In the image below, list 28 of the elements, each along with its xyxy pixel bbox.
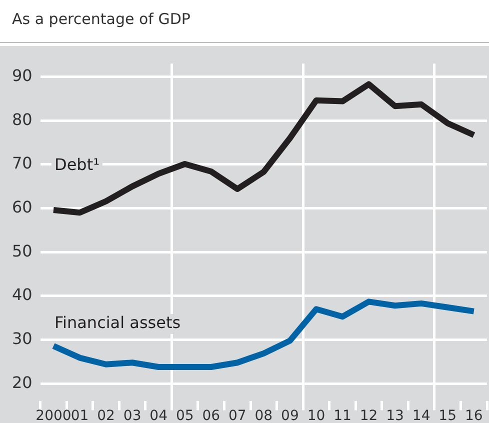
x-tick-label: 04 [150, 408, 168, 423]
x-tick-label: 01 [70, 408, 89, 423]
x-tick-label: 14 [412, 408, 430, 423]
y-tick-label: 60 [12, 197, 32, 216]
x-tick-label: 2000 [36, 408, 72, 423]
x-tick-label: 05 [176, 408, 194, 423]
x-tick-label: 11 [334, 408, 352, 423]
y-tick-label: 20 [12, 372, 32, 392]
y-tick-label: 70 [12, 154, 32, 173]
x-tick-label: 03 [123, 408, 142, 423]
x-tick-label: 02 [97, 408, 115, 423]
y-tick-label: 50 [12, 241, 32, 260]
y-tick-label: 30 [12, 328, 32, 348]
series-label: Financial assets [54, 313, 181, 332]
x-tick-label: 08 [254, 408, 273, 423]
series-label: Debt¹ [54, 155, 100, 174]
x-tick-label: 07 [228, 408, 246, 423]
x-tick-label: 12 [360, 408, 378, 423]
x-tick-label: 09 [281, 408, 299, 423]
y-tick-label: 80 [12, 110, 32, 129]
y-tick-label: 40 [12, 285, 32, 304]
y-tick-label: 90 [12, 66, 32, 85]
x-tick-label: 13 [386, 408, 404, 423]
x-tick-label: 16 [464, 408, 483, 423]
x-tick-label: 10 [307, 408, 326, 423]
chart-subtitle: As a percentage of GDP [12, 10, 190, 28]
x-tick-label: 06 [202, 408, 220, 423]
x-tick-label: 15 [438, 408, 457, 423]
